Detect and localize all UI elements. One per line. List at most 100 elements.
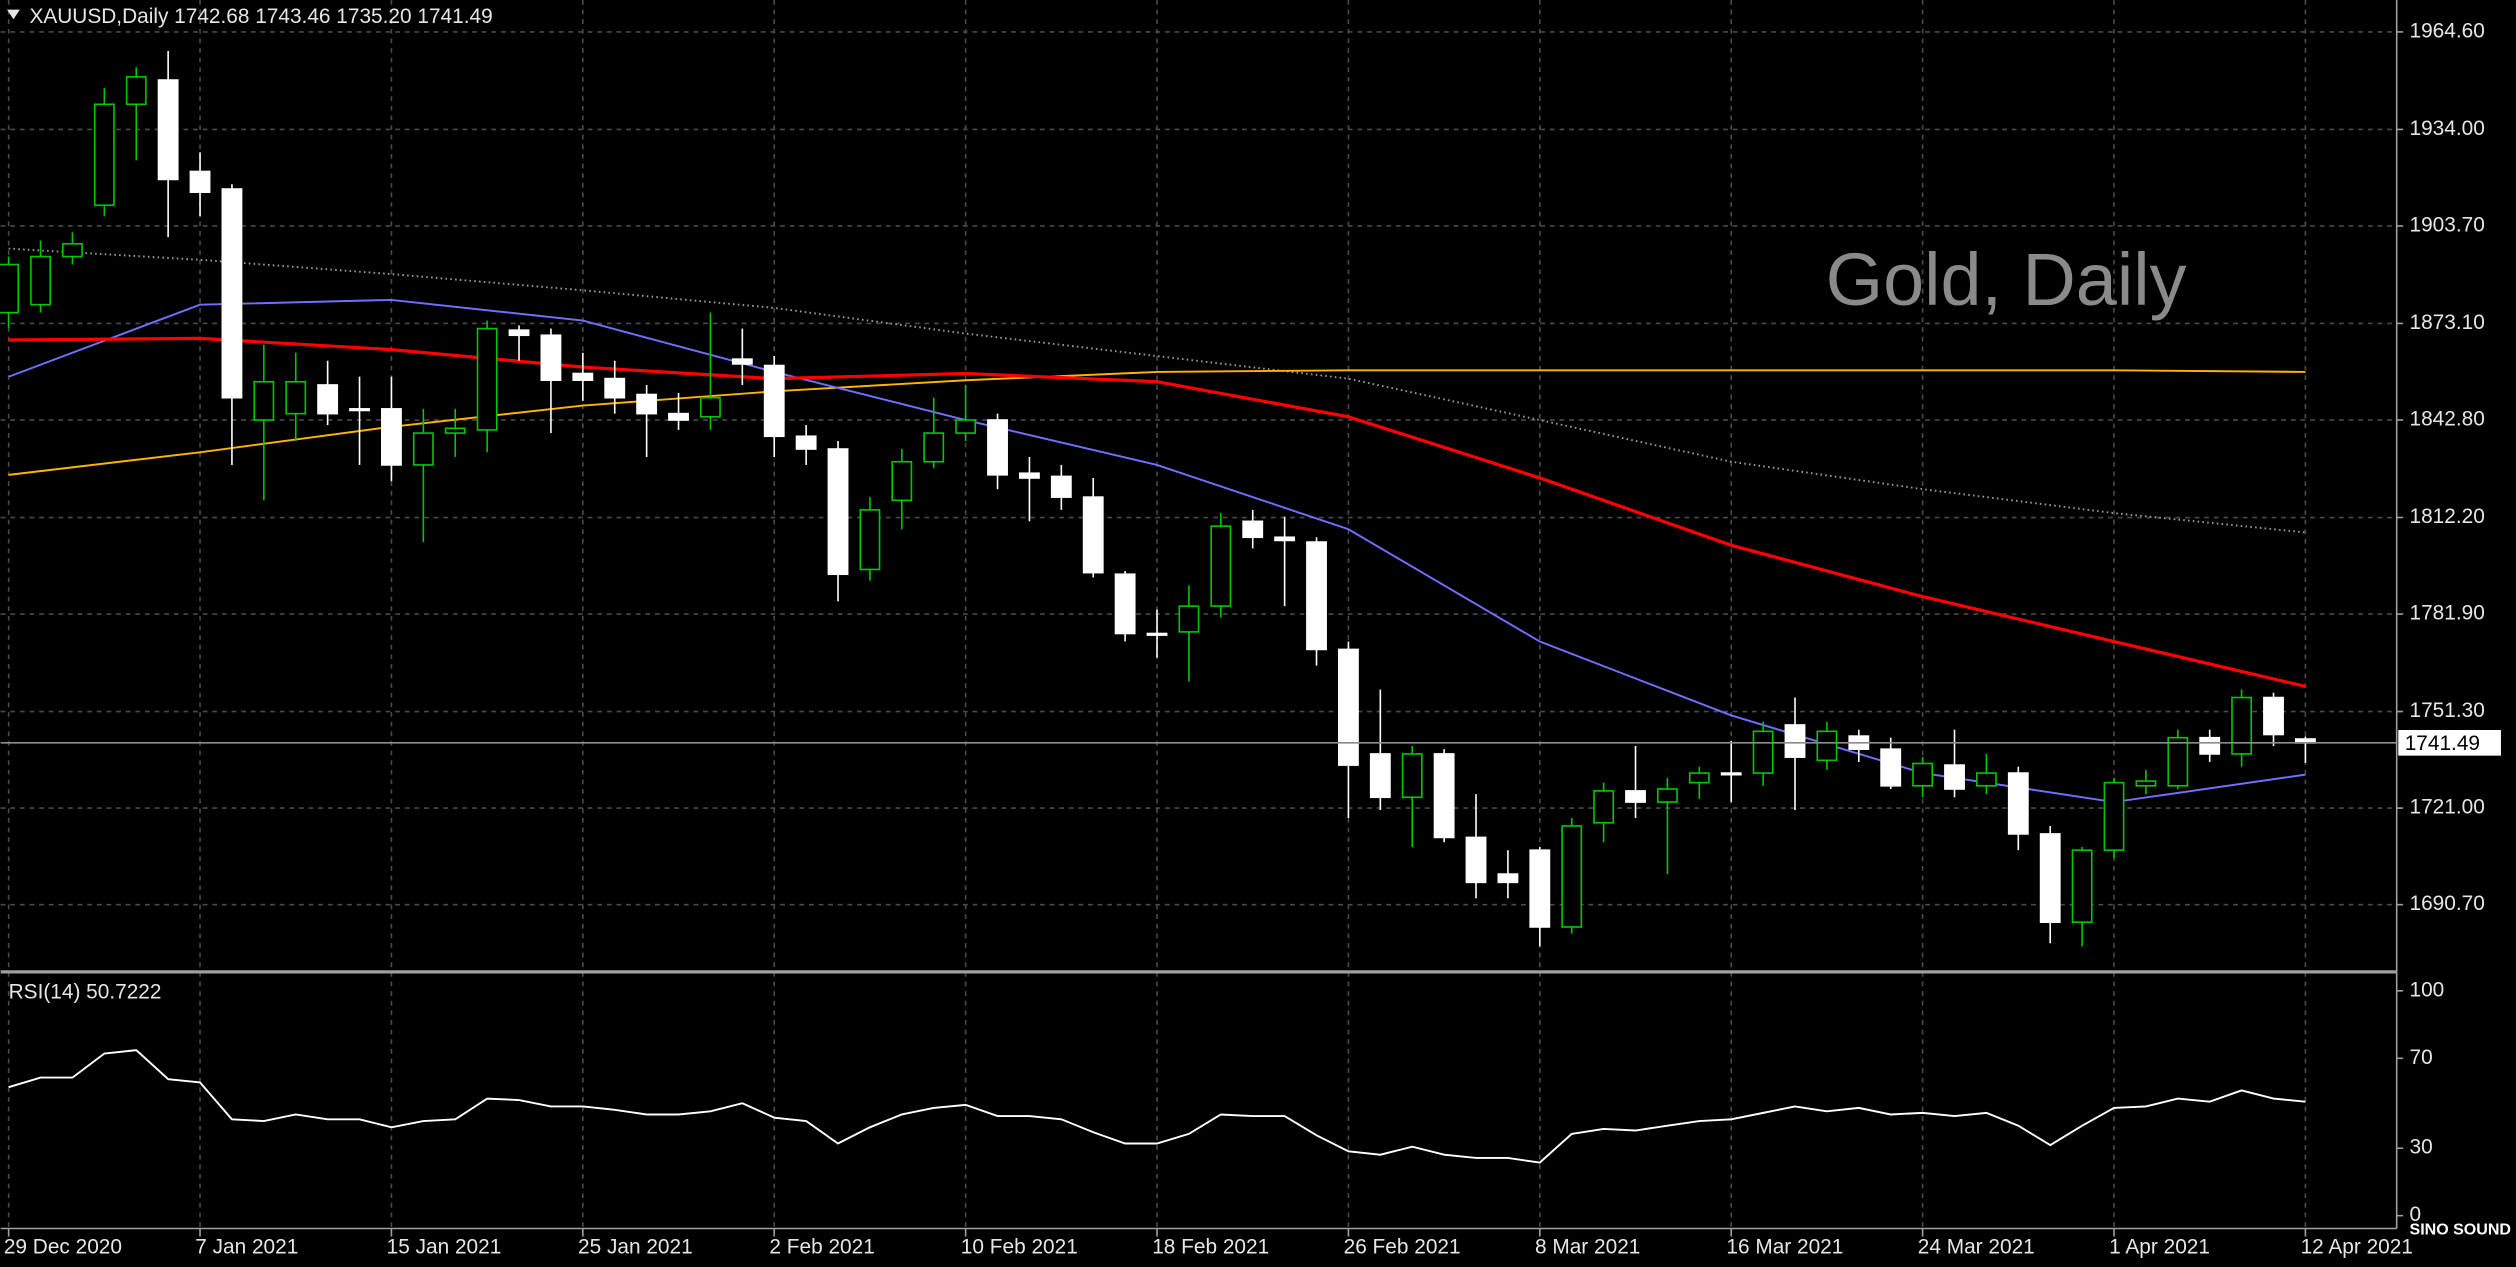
candle-body-up [2071,849,2093,923]
candle-body-down [2199,736,2221,755]
menu-triangle[interactable] [7,9,20,20]
candle-body-up [1752,730,1774,774]
candle-body-down [604,377,626,399]
candle-body-down [2039,833,2061,923]
y-tick-label: 70 [2410,1046,2433,1069]
candle-body-down [1625,790,1646,803]
x-tick-label: 8 Mar 2021 [1535,1235,1640,1258]
candle-body-down [1880,748,1902,787]
candle-body-down [731,358,753,365]
candle-body-up [955,419,977,434]
candle-body-down [1433,753,1455,839]
candle-body-down [1019,472,1040,479]
y-tick-label: 0 [2410,1203,2422,1226]
candle-body-down [636,393,658,415]
candle-body-down [1465,836,1487,884]
y-tick-label: 30 [2410,1136,2433,1159]
y-tick-label: 1903.70 [2410,213,2485,236]
candle-body-up [1816,730,1838,762]
candle-body-down [1337,648,1359,766]
candle-body-down [572,372,594,381]
candle-body-down [1369,753,1391,799]
candle-body-down [317,384,339,415]
candle-body-up [93,103,115,207]
y-tick-label: 1781.90 [2410,602,2485,625]
candle-body-down [1274,536,1296,542]
candle-body-down [1050,475,1072,498]
candle-body-down [540,334,562,381]
candle-body-down [1497,873,1519,884]
candle-body-up [285,380,307,415]
last-price-box [2398,729,2501,756]
candle-body-down [827,448,849,576]
x-tick-label: 26 Feb 2021 [1344,1235,1461,1258]
x-tick-label: 1 Apr 2021 [2109,1235,2210,1258]
x-tick-label: 29 Dec 2020 [4,1235,122,1258]
candle-body-up [444,427,466,434]
y-tick-label: 1842.80 [2410,408,2485,431]
x-tick-label: 12 Apr 2021 [2301,1235,2413,1258]
candle-body-up [1975,772,1997,787]
candle-body-up [1210,525,1232,607]
candle-body-up [253,380,275,421]
candle-body-up [2167,736,2189,787]
candle-body-up [891,460,913,502]
candle-body-down [349,408,370,412]
x-tick-label: 16 Mar 2021 [1726,1235,1843,1258]
candle-body-up [2103,781,2125,851]
candle-body-up [1656,788,1678,803]
candle-body-down [1720,772,1742,776]
candle-body-down [2263,696,2284,736]
candle-body-down [1529,849,1551,928]
y-tick-label: 1873.10 [2410,311,2485,334]
x-tick-label: 24 Mar 2021 [1918,1235,2035,1258]
candle-body-up [1178,605,1200,633]
x-tick-label: 25 Jan 2021 [578,1235,693,1258]
indicator-title: RSI(14) 50.7222 [9,980,162,1003]
candle-body-down [189,170,211,193]
y-tick-label: 1812.20 [2410,505,2485,528]
candle-body-down [381,408,402,466]
candle-body-up [923,432,945,463]
y-tick-label: 100 [2410,978,2445,1001]
candle-body-up [1688,772,1710,784]
moving-average-line [8,336,2306,688]
candle-body-up [30,255,51,306]
candle-body-down [1242,520,1264,539]
chart-title: XAUUSD,Daily 1742.68 1743.46 1735.20 174… [29,5,492,28]
candle-body-down [987,419,1008,476]
rsi-line [8,1049,2306,1164]
candle-body-up [700,396,721,418]
y-tick-label: 1934.00 [2410,117,2485,140]
candle-body-up [62,243,83,258]
x-tick-label: 15 Jan 2021 [387,1235,502,1258]
candle-body-down [508,329,530,337]
y-tick-label: 1964.60 [2410,19,2485,42]
last-price-label: 1741.49 [2405,732,2480,755]
logo: SINO SOUND [2410,1220,2511,1238]
candle-body-down [157,79,179,181]
candle-body-down [2007,772,2029,835]
candle-body-down [1146,632,1168,636]
x-tick-label: 2 Feb 2021 [769,1235,874,1258]
candle-body-down [221,188,243,399]
candle-body-up [125,76,147,106]
x-tick-label: 10 Feb 2021 [961,1235,1078,1258]
x-tick-label: 18 Feb 2021 [1152,1235,1269,1258]
candle-body-down [763,364,785,438]
candle-body-down [1784,724,1806,758]
candle-body-down [1944,764,1965,790]
candle-body-down [795,435,817,450]
candle-body-up [2231,696,2253,755]
candle-body-down [1306,541,1327,651]
watermark: Gold, Daily [1826,238,2187,321]
candle-body-down [1114,573,1136,635]
candle-body-up [0,263,20,314]
candle-body-down [1082,496,1104,574]
y-tick-label: 1751.30 [2410,699,2485,722]
candle-body-up [1561,825,1583,928]
x-tick-label: 7 Jan 2021 [195,1235,298,1258]
